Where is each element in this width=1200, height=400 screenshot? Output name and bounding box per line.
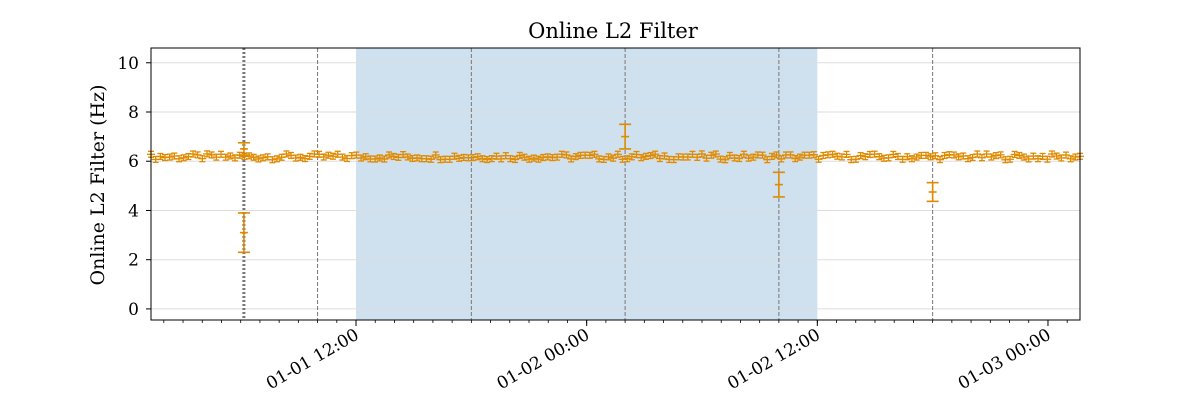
y-tick-label: 8 bbox=[128, 103, 139, 123]
x-tick-label: 01-03 00:00 bbox=[955, 325, 1055, 394]
x-tick-label: 01-01 12:00 bbox=[263, 325, 363, 394]
x-tick-label: 01-02 00:00 bbox=[494, 325, 594, 394]
y-tick-label: 10 bbox=[117, 54, 139, 74]
plot-frame bbox=[150, 47, 1081, 321]
x-tick-label: 01-02 12:00 bbox=[724, 325, 824, 394]
chart-title: Online L2 Filter bbox=[528, 19, 699, 43]
y-axis-label: Online L2 Filter (Hz) bbox=[87, 85, 109, 286]
plot-area: 0 2 4 6 8 10 01-01 12:00 01-02 00:00 01-02 12:00… bbox=[117, 47, 1084, 394]
y-tick-label: 0 bbox=[128, 300, 139, 320]
y-tick-label: 2 bbox=[128, 251, 139, 271]
y-tick-label: 6 bbox=[128, 152, 139, 172]
shaded-region bbox=[356, 48, 818, 320]
y-tick-label: 4 bbox=[128, 201, 139, 221]
